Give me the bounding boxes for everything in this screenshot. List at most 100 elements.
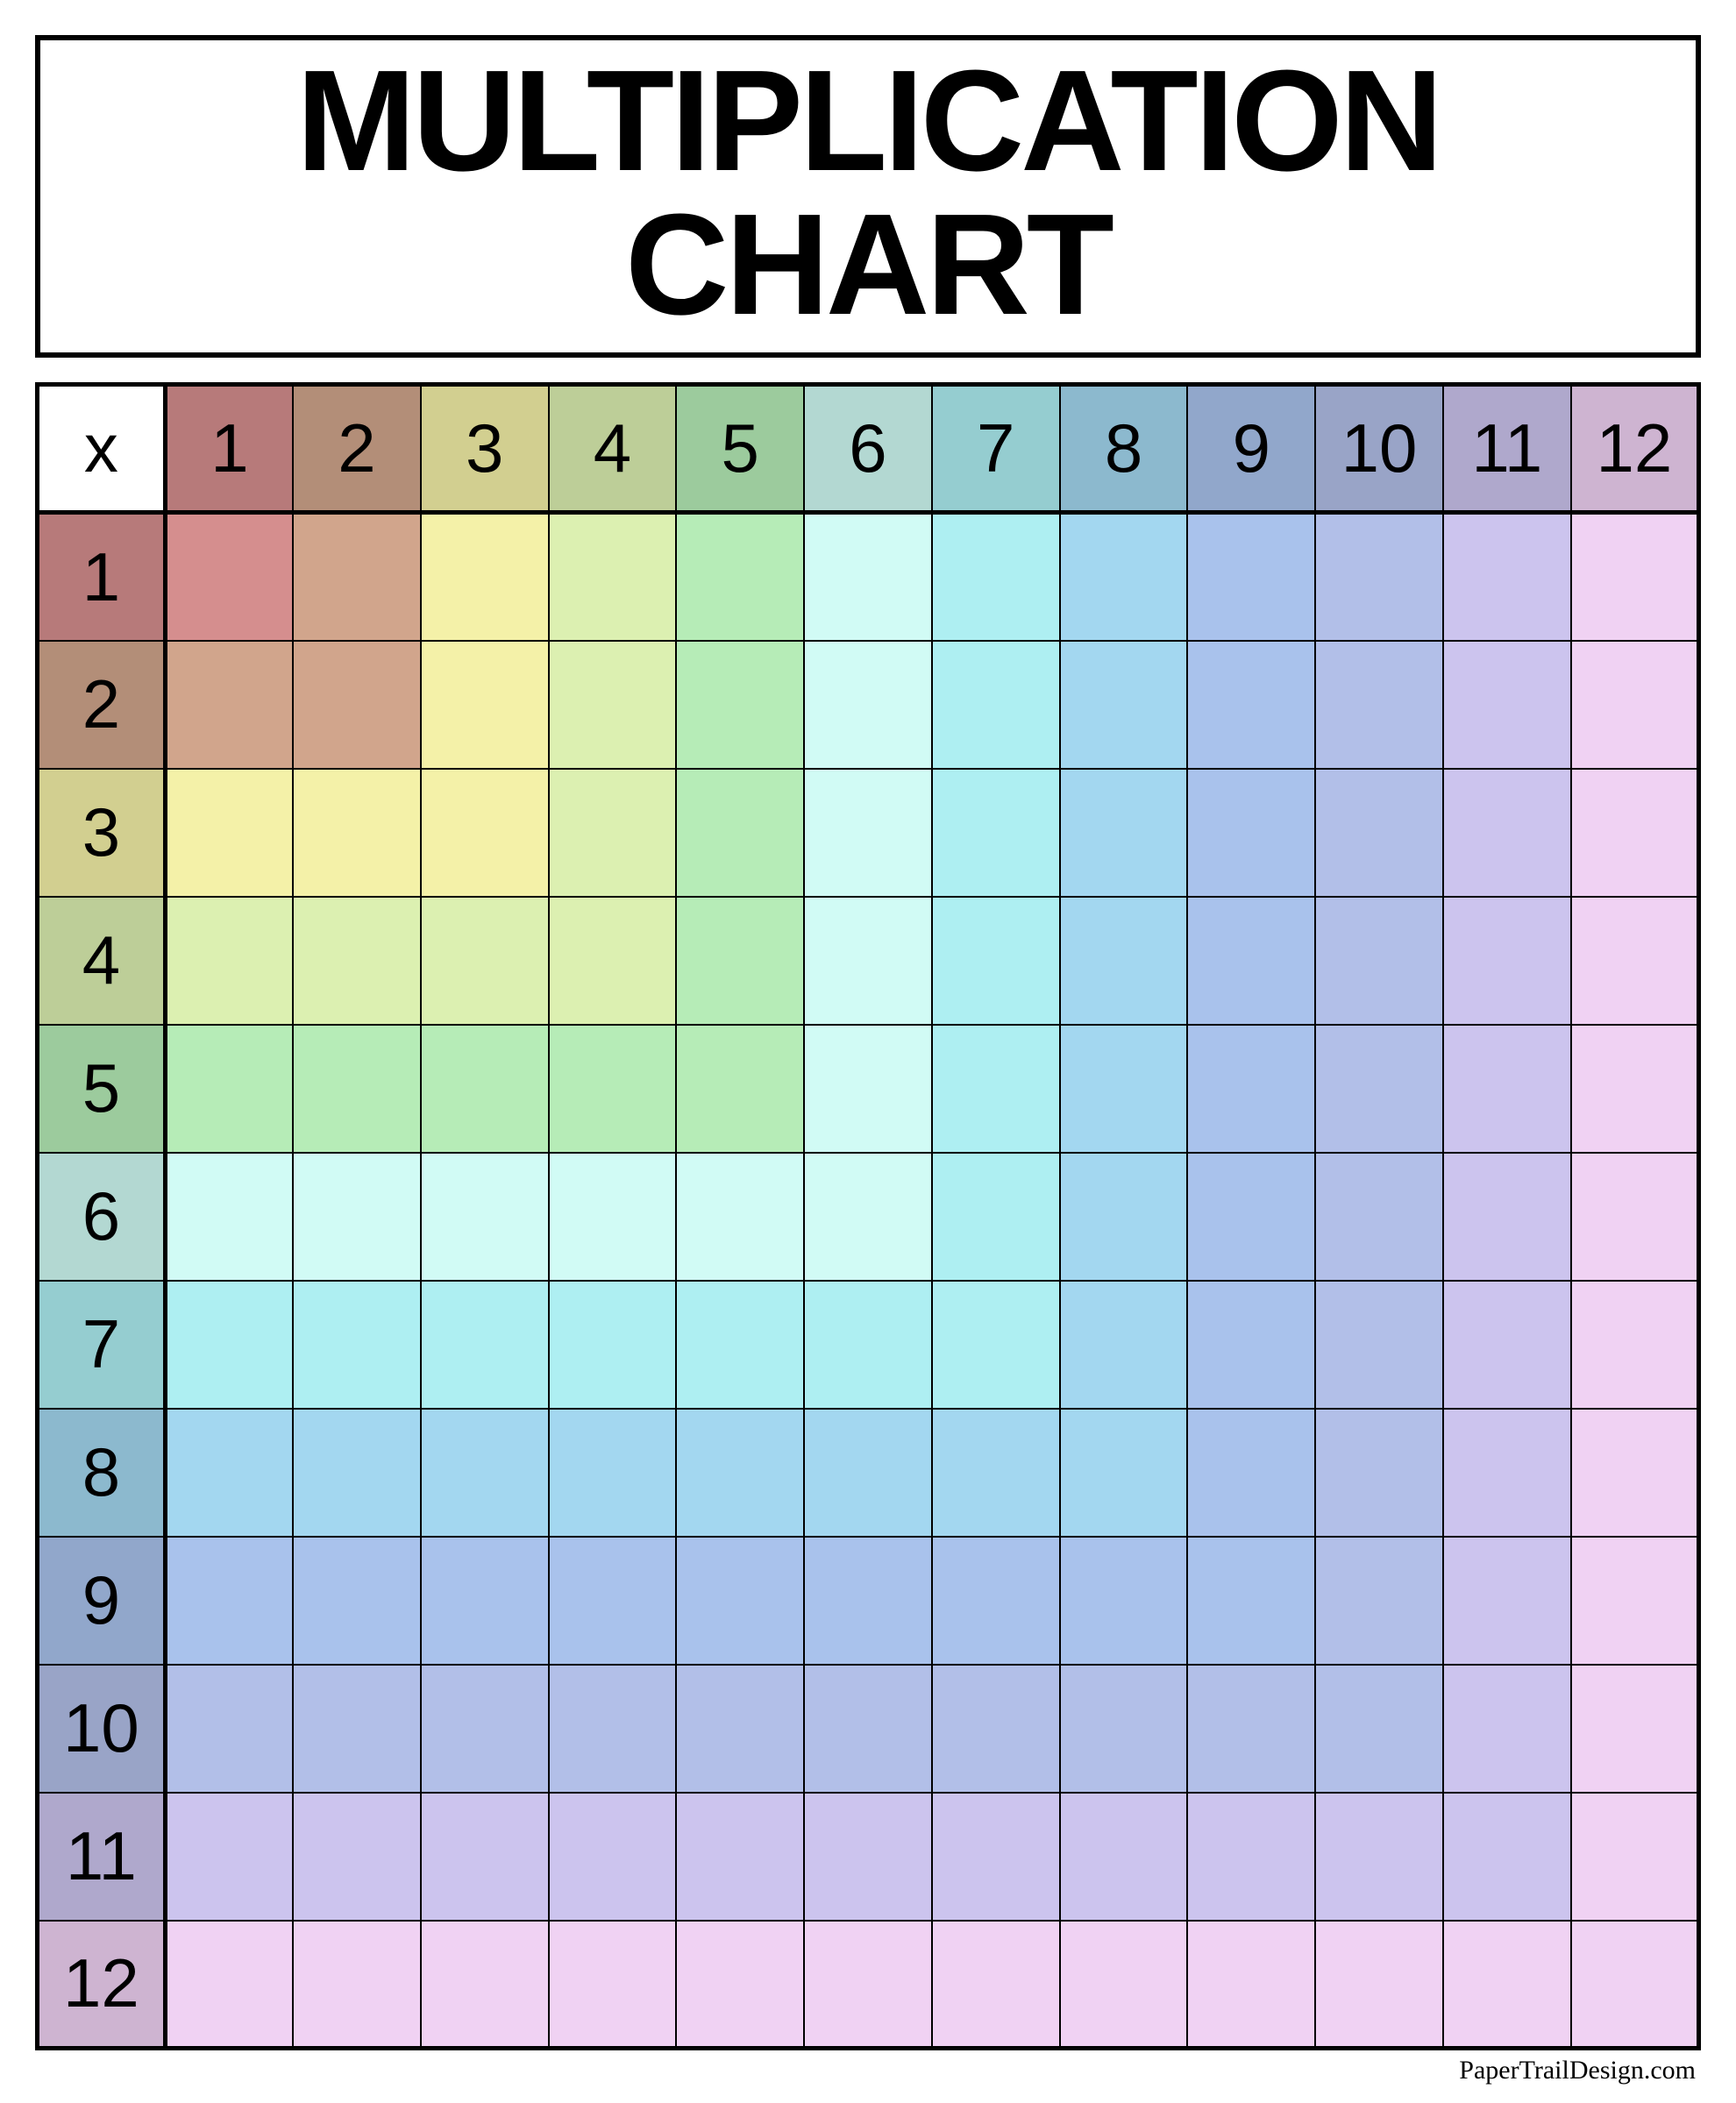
cell	[1315, 1537, 1443, 1665]
cell	[293, 1921, 421, 2049]
cell	[676, 1665, 804, 1793]
cell	[1315, 641, 1443, 769]
cell	[932, 1409, 1060, 1537]
cell	[804, 1793, 932, 1921]
cell	[293, 1665, 421, 1793]
cell	[676, 897, 804, 1025]
cell	[932, 641, 1060, 769]
cell	[1315, 1281, 1443, 1409]
page-title: MULTIPLICATION CHART	[58, 49, 1678, 337]
cell	[1315, 1025, 1443, 1153]
cell	[1187, 1921, 1315, 2049]
cell	[1315, 1153, 1443, 1281]
cell	[549, 641, 677, 769]
cell	[549, 513, 677, 641]
cell	[1060, 897, 1188, 1025]
cell	[1443, 1025, 1571, 1153]
row-header: 9	[38, 1537, 166, 1665]
cell	[676, 1793, 804, 1921]
cell	[1187, 1153, 1315, 1281]
cell	[293, 1409, 421, 1537]
cell	[676, 1281, 804, 1409]
cell	[1443, 1665, 1571, 1793]
cell	[676, 1921, 804, 2049]
cell	[293, 769, 421, 897]
cell	[804, 1025, 932, 1153]
cell	[293, 513, 421, 641]
cell	[1443, 1537, 1571, 1665]
cell	[549, 897, 677, 1025]
cell	[676, 769, 804, 897]
corner-cell: x	[38, 385, 166, 513]
cell	[1060, 1921, 1188, 2049]
cell	[549, 1409, 677, 1537]
row-header: 11	[38, 1793, 166, 1921]
cell	[932, 1025, 1060, 1153]
cell	[804, 1409, 932, 1537]
cell	[1187, 641, 1315, 769]
cell	[293, 1153, 421, 1281]
cell	[932, 1665, 1060, 1793]
cell	[932, 769, 1060, 897]
cell	[165, 897, 293, 1025]
cell	[1187, 897, 1315, 1025]
cell	[804, 769, 932, 897]
cell	[549, 1281, 677, 1409]
cell	[421, 1793, 549, 1921]
cell	[293, 1281, 421, 1409]
cell	[1443, 513, 1571, 641]
cell	[293, 1793, 421, 1921]
cell	[676, 513, 804, 641]
cell	[165, 1537, 293, 1665]
multiplication-table: x123456789101112123456789101112	[35, 382, 1701, 2050]
cell	[1571, 1665, 1699, 1793]
col-header: 10	[1315, 385, 1443, 513]
cell	[676, 1409, 804, 1537]
cell	[1571, 1793, 1699, 1921]
cell	[1315, 1665, 1443, 1793]
col-header: 5	[676, 385, 804, 513]
cell	[1060, 1281, 1188, 1409]
cell	[1443, 1793, 1571, 1921]
cell	[1060, 1793, 1188, 1921]
cell	[293, 897, 421, 1025]
cell	[549, 769, 677, 897]
cell	[1571, 1409, 1699, 1537]
col-header: 2	[293, 385, 421, 513]
cell	[804, 1537, 932, 1665]
cell	[165, 1409, 293, 1537]
cell	[804, 897, 932, 1025]
col-header: 9	[1187, 385, 1315, 513]
cell	[804, 1153, 932, 1281]
cell	[1571, 897, 1699, 1025]
cell	[1060, 1537, 1188, 1665]
cell	[932, 1921, 1060, 2049]
cell	[1315, 1409, 1443, 1537]
cell	[1187, 513, 1315, 641]
row-header: 2	[38, 641, 166, 769]
col-header: 1	[165, 385, 293, 513]
cell	[421, 1409, 549, 1537]
row-header: 1	[38, 513, 166, 641]
cell	[1571, 1281, 1699, 1409]
cell	[1571, 641, 1699, 769]
credit-line: PaperTrailDesign.com	[35, 2056, 1701, 2085]
cell	[1187, 769, 1315, 897]
row-header: 4	[38, 897, 166, 1025]
cell	[932, 513, 1060, 641]
row-header: 7	[38, 1281, 166, 1409]
cell	[804, 641, 932, 769]
cell	[1060, 1153, 1188, 1281]
cell	[421, 1025, 549, 1153]
cell	[165, 769, 293, 897]
cell	[549, 1153, 677, 1281]
cell	[1571, 1921, 1699, 2049]
col-header: 3	[421, 385, 549, 513]
row-header: 6	[38, 1153, 166, 1281]
cell	[1187, 1537, 1315, 1665]
col-header: 11	[1443, 385, 1571, 513]
cell	[932, 1793, 1060, 1921]
row-header: 10	[38, 1665, 166, 1793]
cell	[804, 1665, 932, 1793]
cell	[804, 1281, 932, 1409]
